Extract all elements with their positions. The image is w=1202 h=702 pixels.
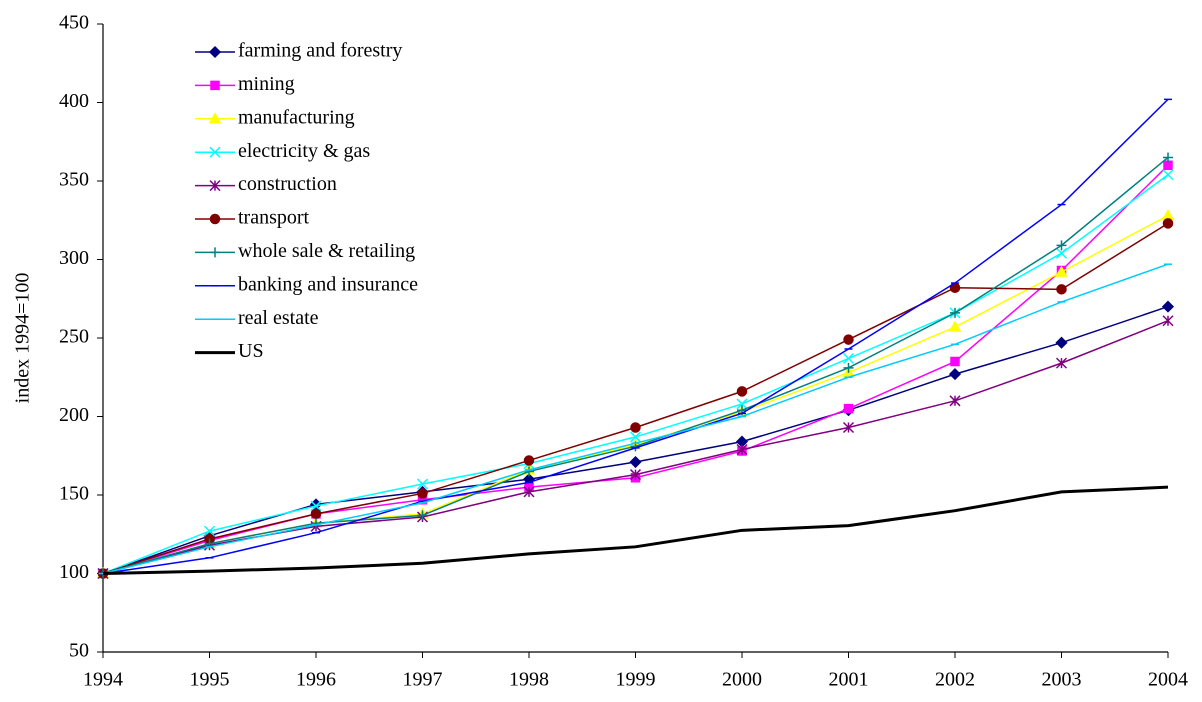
marker [208, 112, 222, 124]
marker [209, 180, 221, 192]
y-tick-label: 350 [59, 169, 89, 191]
marker [1162, 218, 1174, 229]
y-tick-label: 450 [59, 12, 89, 34]
legend-label: construction [238, 173, 337, 195]
legend-label: real estate [238, 307, 319, 329]
marker [417, 510, 428, 521]
marker [210, 80, 220, 91]
marker [1055, 265, 1068, 277]
x-tick-label: 1996 [296, 669, 336, 691]
marker [736, 398, 748, 410]
marker [629, 469, 642, 481]
legend-label: whole sale & retailing [238, 240, 415, 262]
y-tick-label: 50 [69, 640, 89, 662]
marker [843, 362, 854, 373]
legend-label: manufacturing [238, 106, 355, 128]
y-tick-label: 250 [59, 326, 89, 348]
legend-label: farming and forestry [238, 40, 402, 62]
marker [950, 307, 960, 318]
marker [842, 352, 855, 364]
marker [1162, 315, 1174, 327]
marker [209, 146, 221, 158]
marker [736, 386, 748, 397]
marker [843, 403, 854, 414]
y-tick-label: 150 [59, 483, 89, 505]
marker [630, 422, 641, 433]
marker [310, 500, 322, 512]
marker [736, 443, 748, 456]
marker [948, 368, 962, 381]
y-axis-label: index 1994=100 [12, 273, 34, 404]
legend-label: electricity & gas [238, 140, 370, 162]
y-tick-label: 100 [59, 561, 89, 583]
marker [629, 455, 642, 469]
y-tick-label: 200 [59, 404, 89, 426]
marker [309, 498, 323, 511]
marker [416, 478, 429, 490]
marker [208, 45, 222, 59]
x-tick-label: 2004 [1148, 669, 1188, 691]
x-tick-label: 2002 [935, 669, 975, 691]
marker [950, 356, 960, 367]
marker [203, 525, 216, 537]
x-tick-label: 1998 [509, 669, 549, 691]
marker [523, 455, 535, 466]
x-tick-label: 2001 [829, 669, 869, 691]
marker [1055, 247, 1068, 259]
marker [1055, 336, 1068, 349]
x-tick-label: 1994 [83, 669, 123, 691]
marker [1055, 357, 1068, 369]
marker [1163, 152, 1173, 163]
x-tick-label: 1999 [616, 669, 656, 691]
marker [629, 431, 642, 443]
marker [1163, 160, 1173, 171]
marker [310, 508, 322, 520]
marker [311, 518, 321, 529]
marker [209, 213, 221, 225]
y-tick-label: 300 [59, 247, 89, 269]
marker [417, 488, 428, 499]
marker [523, 486, 535, 498]
series-line [102, 174, 1169, 575]
legend-label: banking and insurance [238, 273, 418, 295]
y-tick-label: 400 [59, 90, 89, 112]
legend-label: US [238, 340, 264, 362]
marker [948, 320, 962, 332]
marker [842, 421, 855, 434]
marker [1161, 300, 1175, 313]
marker [1056, 240, 1067, 251]
marker [949, 395, 961, 407]
x-tick-label: 2003 [1042, 669, 1082, 691]
series-line [102, 485, 1169, 575]
marker [843, 334, 854, 345]
x-tick-label: 1997 [403, 669, 443, 691]
legend-label: transport [238, 207, 310, 229]
marker [210, 247, 220, 258]
legend-label: mining [238, 73, 295, 95]
x-tick-label: 1995 [190, 669, 230, 691]
marker [1056, 284, 1067, 295]
marker [1162, 169, 1174, 181]
x-tick-label: 2000 [722, 669, 762, 691]
